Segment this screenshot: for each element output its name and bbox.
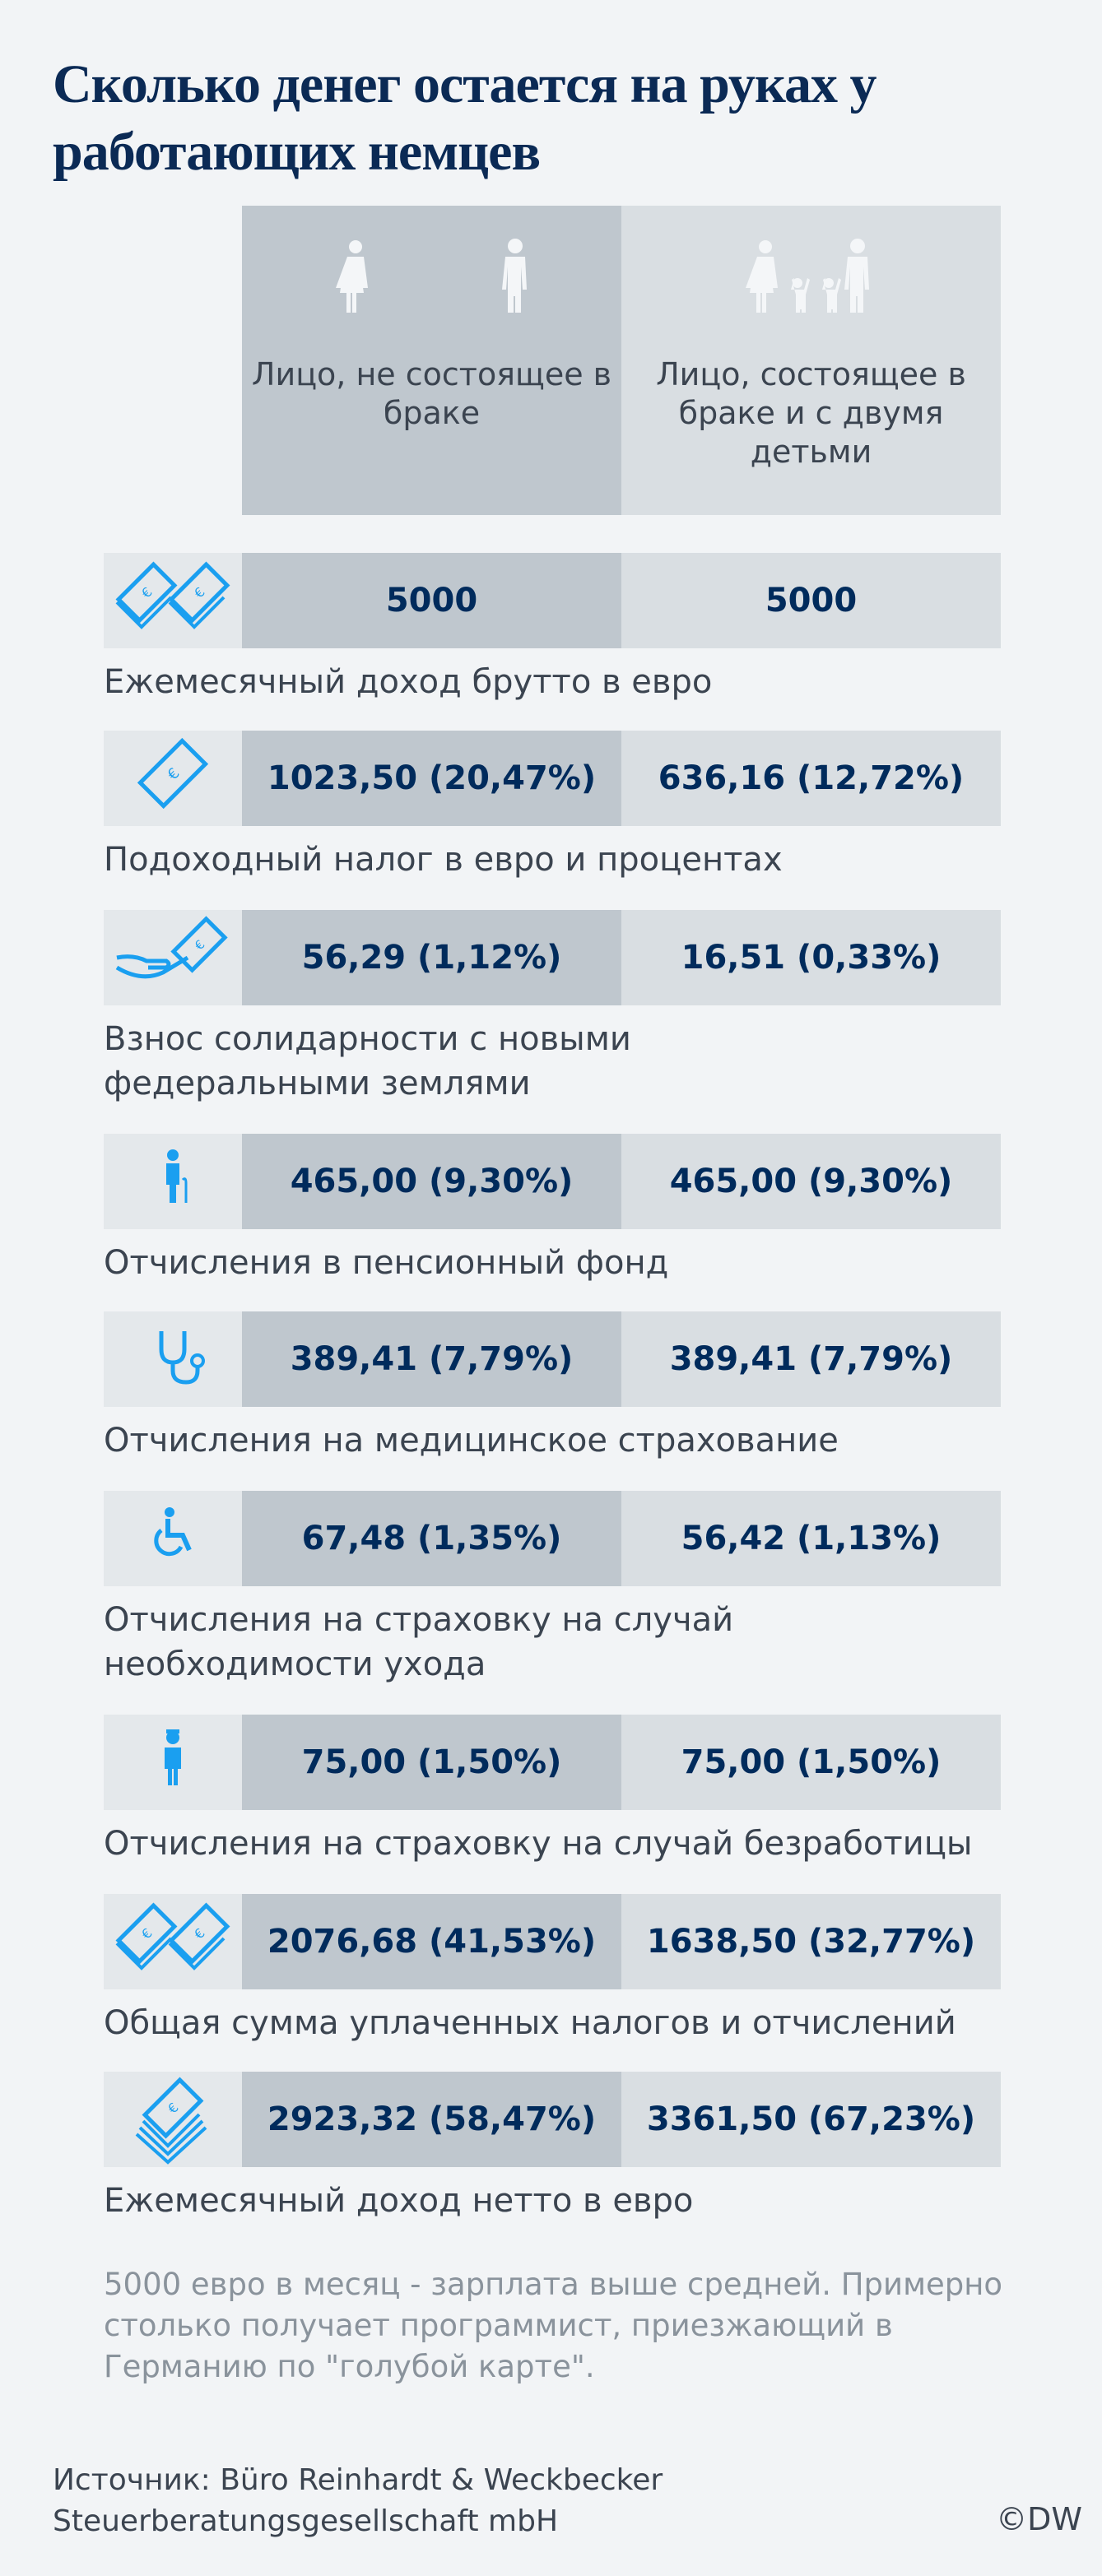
value-single: 2923,32 (58,47%) [242,2072,621,2167]
table-row: 465,00 (9,30%) 465,00 (9,30%) [104,1134,1001,1229]
table-row: € € 5000 5000 [104,553,1001,648]
elderly-person-icon [166,1149,188,1203]
page-title: Сколько денег остается на руках у работа… [53,54,876,182]
svg-text:€: € [138,584,156,601]
table-row: 67,48 (1,35%) 56,42 (1,13%) [104,1491,1001,1586]
value-single: 56,29 (1,12%) [242,910,621,1005]
value-family: 3361,50 (67,23%) [621,2072,1001,2167]
row-label: Отчисления в пенсионный фонд [104,1244,669,1282]
row-label: Отчисления на медицинское страхование [104,1422,839,1460]
wheelchair-icon [154,1507,192,1557]
row-label: Взнос солидарности с новыми федеральными… [104,1020,631,1102]
worker-icon [165,1729,181,1785]
svg-text:€: € [191,584,208,601]
value-family: 75,00 (1,50%) [621,1715,1001,1810]
column-header-family: Лицо, состоящее в браке и с двумя детьми [621,206,1001,515]
dw-logo: ©DW [996,2501,1082,2537]
value-family: 1638,50 (32,77%) [621,1894,1001,1989]
row-label: Отчисления на страховку на случай необхо… [104,1601,734,1683]
value-single: 75,00 (1,50%) [242,1715,621,1810]
value-family: 465,00 (9,30%) [621,1134,1001,1229]
value-family: 389,41 (7,79%) [621,1311,1001,1407]
table-row: € 56,29 (1,12%) 16,51 (0,33%) [104,910,1001,1005]
two-banknotes-icon: € € [115,1902,230,1970]
value-single: 389,41 (7,79%) [242,1311,621,1407]
row-label: Ежемесячный доход брутто в евро [104,663,713,701]
value-single: 5000 [242,553,621,648]
family-icon [746,239,869,313]
table-row: 389,41 (7,79%) 389,41 (7,79%) [104,1311,1001,1407]
table-row: € 1023,50 (20,47%) 636,16 (12,72%) [104,731,1001,826]
value-family: 56,42 (1,13%) [621,1491,1001,1586]
value-family: 636,16 (12,72%) [621,731,1001,826]
svg-text:€: € [165,765,184,784]
stethoscope-icon [159,1331,205,1385]
value-single: 67,48 (1,35%) [242,1491,621,1586]
row-label: Отчисления на страховку на случай безраб… [104,1825,973,1863]
value-family: 5000 [621,553,1001,648]
man-woman-icon [336,239,527,313]
column-label-single: Лицо, не состоящее в браке [251,356,612,431]
table-row: € 2923,32 (58,47%) 3361,50 (67,23%) [104,2072,1001,2167]
table-row: 75,00 (1,50%) 75,00 (1,50%) [104,1715,1001,1810]
column-header-single: Лицо, не состоящее в браке [242,206,621,515]
row-label: Подоходный налог в евро и процентах [104,841,783,879]
icon-cell: € € [104,1894,242,1989]
two-banknotes-icon: € € [115,561,230,629]
banknote-icon: € [137,737,209,810]
icon-cell [104,1311,242,1407]
column-label-family: Лицо, состоящее в браке и с двумя детьми [656,356,966,470]
value-single: 2076,68 (41,53%) [242,1894,621,1989]
svg-text:€: € [138,1925,156,1942]
svg-text:€: € [165,2100,182,2117]
icon-cell: € [104,731,242,826]
row-label: Общая сумма уплаченных налогов и отчисле… [104,2004,956,2042]
table-row: € € 2076,68 (41,53%) 1638,50 (32,77%) [104,1894,1001,1989]
footnote: 5000 евро в месяц - зарплата выше средне… [104,2267,1003,2384]
svg-text:€: € [192,937,207,953]
banknote-stack-icon: € [135,2077,207,2165]
icon-cell [104,1134,242,1229]
source: Источник: Büro Reinhardt & Weckbecker St… [53,2463,663,2538]
row-label: Ежемесячный доход нетто в евро [104,2182,694,2220]
icon-cell: € [104,910,242,1005]
value-family: 16,51 (0,33%) [621,910,1001,1005]
icon-cell: € € [104,553,242,648]
icon-cell: € [104,2072,242,2167]
value-single: 465,00 (9,30%) [242,1134,621,1229]
hand-banknote-icon: € [115,916,228,979]
value-single: 1023,50 (20,47%) [242,731,621,826]
icon-cell [104,1715,242,1810]
svg-text:€: € [191,1925,208,1942]
icon-cell [104,1491,242,1586]
